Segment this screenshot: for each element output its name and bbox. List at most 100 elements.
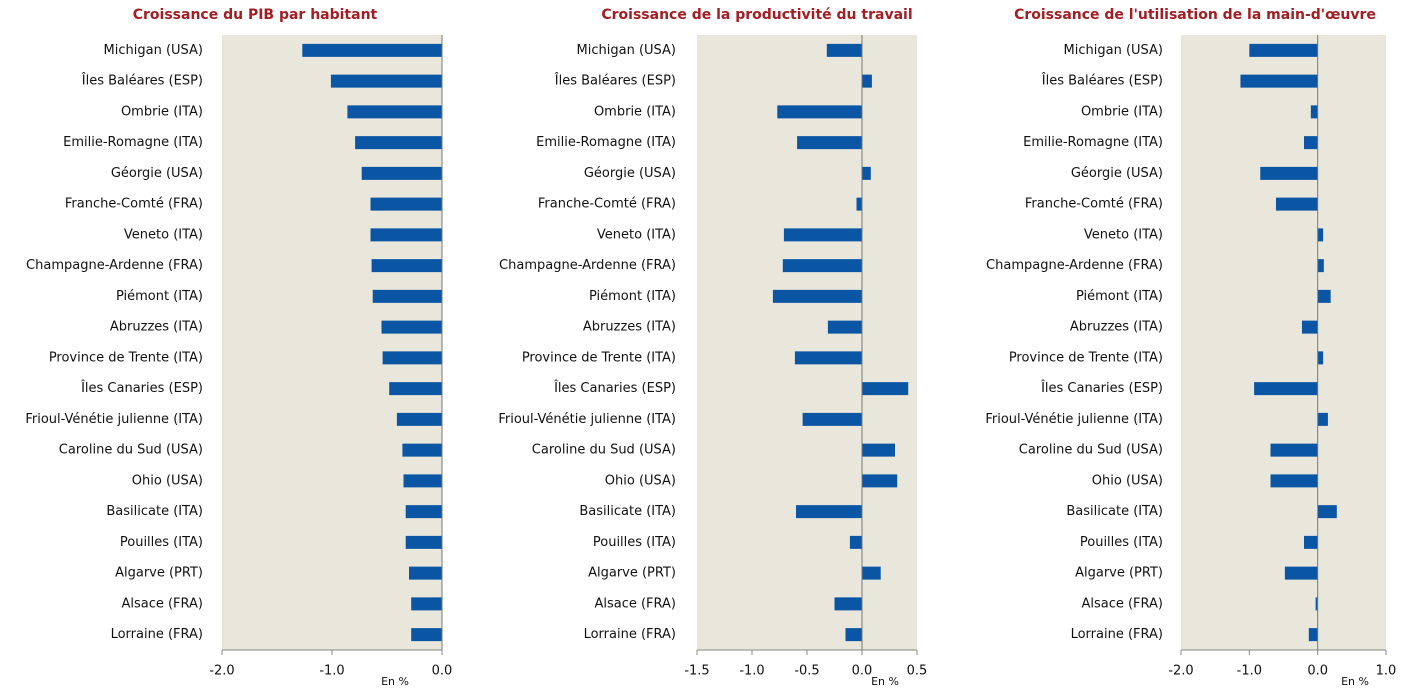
y-tick-label: Emilie-Romagne (ITA) — [536, 135, 676, 150]
x-axis-label: En % — [381, 675, 409, 688]
y-tick-label: Piémont (ITA) — [116, 289, 203, 304]
bar — [1301, 320, 1318, 334]
x-axis-label: En % — [871, 675, 899, 688]
y-tick-label: Basilicate (ITA) — [106, 504, 203, 519]
bar — [834, 597, 862, 611]
bar — [862, 166, 871, 180]
plot-area — [1181, 35, 1386, 650]
bar — [1317, 259, 1324, 273]
chart-title: Croissance de l'utilisation de la main-d… — [1014, 7, 1376, 23]
y-tick-label: Michigan (USA) — [1064, 43, 1163, 58]
bar — [1310, 105, 1318, 119]
x-tick-label: -2.0 — [1168, 664, 1193, 679]
bar — [405, 505, 442, 519]
y-tick-label: Îles Canaries (ESP) — [553, 380, 676, 396]
y-tick-label: Franche-Comté (FRA) — [65, 197, 203, 212]
y-tick-label: Michigan (USA) — [104, 43, 203, 58]
y-tick-label: Pouilles (ITA) — [1080, 535, 1163, 550]
bar — [372, 289, 442, 303]
y-tick-label: Ohio (USA) — [605, 473, 676, 488]
y-tick-label: Pouilles (ITA) — [120, 535, 203, 550]
y-tick-label: Veneto (ITA) — [1084, 227, 1163, 242]
y-tick-label: Abruzzes (ITA) — [1070, 320, 1163, 335]
y-tick-label: Ohio (USA) — [1092, 473, 1163, 488]
x-tick-label: 0.5 — [907, 664, 928, 679]
y-tick-label: Algarve (PRT) — [1075, 566, 1163, 581]
bar — [1317, 228, 1324, 242]
bar — [370, 197, 442, 211]
bar — [370, 228, 442, 242]
y-tick-label: Géorgie (USA) — [584, 166, 676, 181]
bar — [845, 628, 862, 642]
bar — [411, 597, 442, 611]
bar — [347, 105, 442, 119]
bar — [1260, 166, 1318, 180]
bar — [1317, 505, 1337, 519]
bar — [802, 412, 862, 426]
y-tick-label: Franche-Comté (FRA) — [1025, 197, 1163, 212]
y-tick-label: Piémont (ITA) — [589, 289, 676, 304]
y-tick-label: Alsace (FRA) — [594, 596, 676, 611]
bar — [382, 351, 442, 365]
bar — [409, 566, 442, 580]
bar — [797, 136, 862, 150]
bar — [361, 166, 442, 180]
y-tick-label: Veneto (ITA) — [597, 227, 676, 242]
bar — [1275, 197, 1318, 211]
y-tick-label: Frioul-Vénétie julienne (ITA) — [25, 412, 203, 427]
y-tick-label: Géorgie (USA) — [111, 166, 203, 181]
x-tick-label: -1.0 — [319, 664, 344, 679]
bar — [1249, 43, 1318, 57]
y-tick-label: Lorraine (FRA) — [584, 627, 676, 642]
plot-area — [697, 35, 917, 650]
chart-title: Croissance de la productivité du travail — [601, 7, 912, 23]
bar — [796, 505, 862, 519]
bar — [1317, 412, 1328, 426]
bar — [1270, 474, 1318, 488]
y-tick-label: Ombrie (ITA) — [1081, 104, 1163, 119]
y-tick-label: Lorraine (FRA) — [1071, 627, 1163, 642]
y-tick-label: Veneto (ITA) — [124, 227, 203, 242]
x-tick-label: 0.0 — [1307, 664, 1328, 679]
bar — [1254, 382, 1318, 396]
bar — [371, 259, 442, 273]
y-tick-label: Caroline du Sud (USA) — [532, 443, 676, 458]
y-tick-label: Lorraine (FRA) — [111, 627, 203, 642]
bar — [849, 535, 862, 549]
bar — [862, 382, 909, 396]
bar — [389, 382, 442, 396]
bar — [411, 628, 442, 642]
bar — [1308, 628, 1318, 642]
x-axis-label: En % — [1341, 675, 1369, 688]
y-tick-label: Franche-Comté (FRA) — [538, 197, 676, 212]
bar — [1304, 136, 1318, 150]
x-tick-label: 0.0 — [852, 664, 873, 679]
y-tick-label: Abruzzes (ITA) — [110, 320, 203, 335]
y-tick-label: Emilie-Romagne (ITA) — [1023, 135, 1163, 150]
y-tick-label: Province de Trente (ITA) — [1009, 350, 1163, 365]
y-tick-label: Abruzzes (ITA) — [583, 320, 676, 335]
y-tick-label: Géorgie (USA) — [1071, 166, 1163, 181]
x-tick-label: -0.5 — [794, 664, 819, 679]
y-tick-label: Frioul-Vénétie julienne (ITA) — [985, 412, 1163, 427]
y-tick-label: Algarve (PRT) — [588, 566, 676, 581]
y-tick-label: Champagne-Ardenne (FRA) — [499, 258, 676, 273]
y-tick-label: Emilie-Romagne (ITA) — [63, 135, 203, 150]
x-tick-label: -1.5 — [684, 664, 709, 679]
bar — [772, 289, 862, 303]
y-tick-label: Îles Baléares (ESP) — [554, 73, 676, 89]
bar — [1240, 74, 1318, 88]
bar — [783, 228, 862, 242]
bar — [381, 320, 442, 334]
chart-title: Croissance du PIB par habitant — [133, 7, 378, 23]
y-tick-label: Piémont (ITA) — [1076, 289, 1163, 304]
bar — [1284, 566, 1318, 580]
y-tick-label: Îles Baléares (ESP) — [81, 73, 203, 89]
bar — [856, 197, 862, 211]
y-tick-label: Alsace (FRA) — [121, 596, 203, 611]
y-tick-label: Îles Canaries (ESP) — [80, 380, 203, 396]
bar — [862, 443, 895, 457]
bar — [862, 566, 881, 580]
